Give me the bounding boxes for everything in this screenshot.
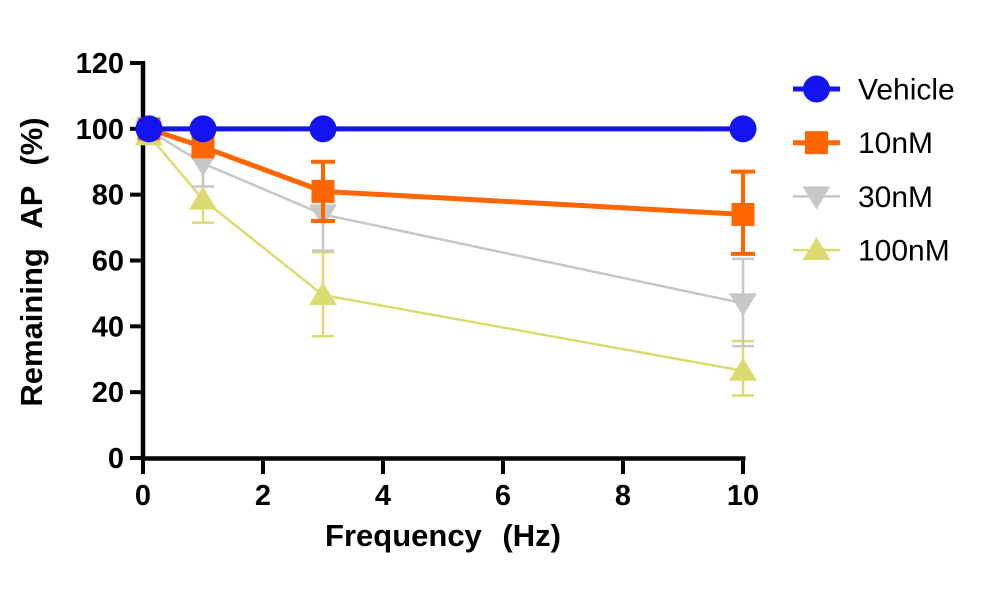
y-tick-label: 0	[108, 443, 124, 475]
x-tick-label: 0	[135, 480, 151, 512]
series-line-100nm	[148, 134, 744, 373]
legend-item-vehicle: Vehicle	[793, 74, 955, 107]
data-point-10nm	[311, 179, 335, 203]
data-point-100nm	[189, 186, 217, 210]
x-tick-label: 10	[727, 480, 759, 512]
legend-marker-10nm	[805, 131, 828, 155]
y-tick-label: 80	[92, 180, 124, 212]
data-point-vehicle	[729, 115, 757, 143]
x-tick-label: 4	[375, 480, 391, 512]
legend-label-30nm: 30nM	[858, 181, 933, 214]
legend-marker-vehicle	[803, 75, 830, 103]
y-tick-label: 100	[76, 114, 124, 146]
legend-label-vehicle: Vehicle	[858, 74, 955, 107]
series-line-30nm	[148, 129, 744, 305]
x-tick-label: 8	[615, 480, 631, 512]
data-point-vehicle	[135, 115, 163, 143]
x-tick-label: 2	[255, 480, 271, 512]
y-tick-label: 40	[92, 311, 124, 343]
legend-item-10nm: 10nM	[793, 127, 933, 160]
legend-label-100nm: 100nM	[858, 235, 950, 268]
series-line-10nm	[148, 126, 744, 217]
data-point-10nm	[191, 135, 215, 159]
legend-item-100nm: 100nM	[793, 235, 950, 268]
series-10nm	[137, 117, 755, 256]
y-tick-label: 20	[92, 377, 124, 409]
data-point-10nm	[731, 202, 755, 226]
data-point-30nm	[729, 293, 757, 317]
series-100nm	[135, 122, 757, 397]
legend: Vehicle 10nM 30nM 100nM	[793, 74, 955, 268]
legend-marker-100nm	[802, 237, 831, 261]
series-vehicle	[135, 115, 757, 143]
data-point-vehicle	[189, 115, 217, 143]
data-point-100nm	[309, 282, 337, 306]
y-axis-title: Remaining AP (%)	[14, 117, 49, 406]
data-point-100nm	[729, 357, 757, 381]
legend-marker-30nm	[802, 186, 831, 210]
data-point-vehicle	[309, 115, 337, 143]
y-tick-label: 120	[76, 48, 124, 80]
axes: 0 20 40 60 80 100 120 0 2 4 6 8 10 Remaining AP (%) Fr…	[14, 48, 759, 553]
legend-label-10nm: 10nM	[858, 127, 933, 160]
x-axis-title: Frequency (Hz)	[325, 518, 561, 553]
data-point-30nm	[189, 153, 217, 177]
legend-item-30nm: 30nM	[793, 181, 933, 214]
x-tick-label: 6	[495, 480, 511, 512]
y-tick-label: 60	[92, 246, 124, 278]
